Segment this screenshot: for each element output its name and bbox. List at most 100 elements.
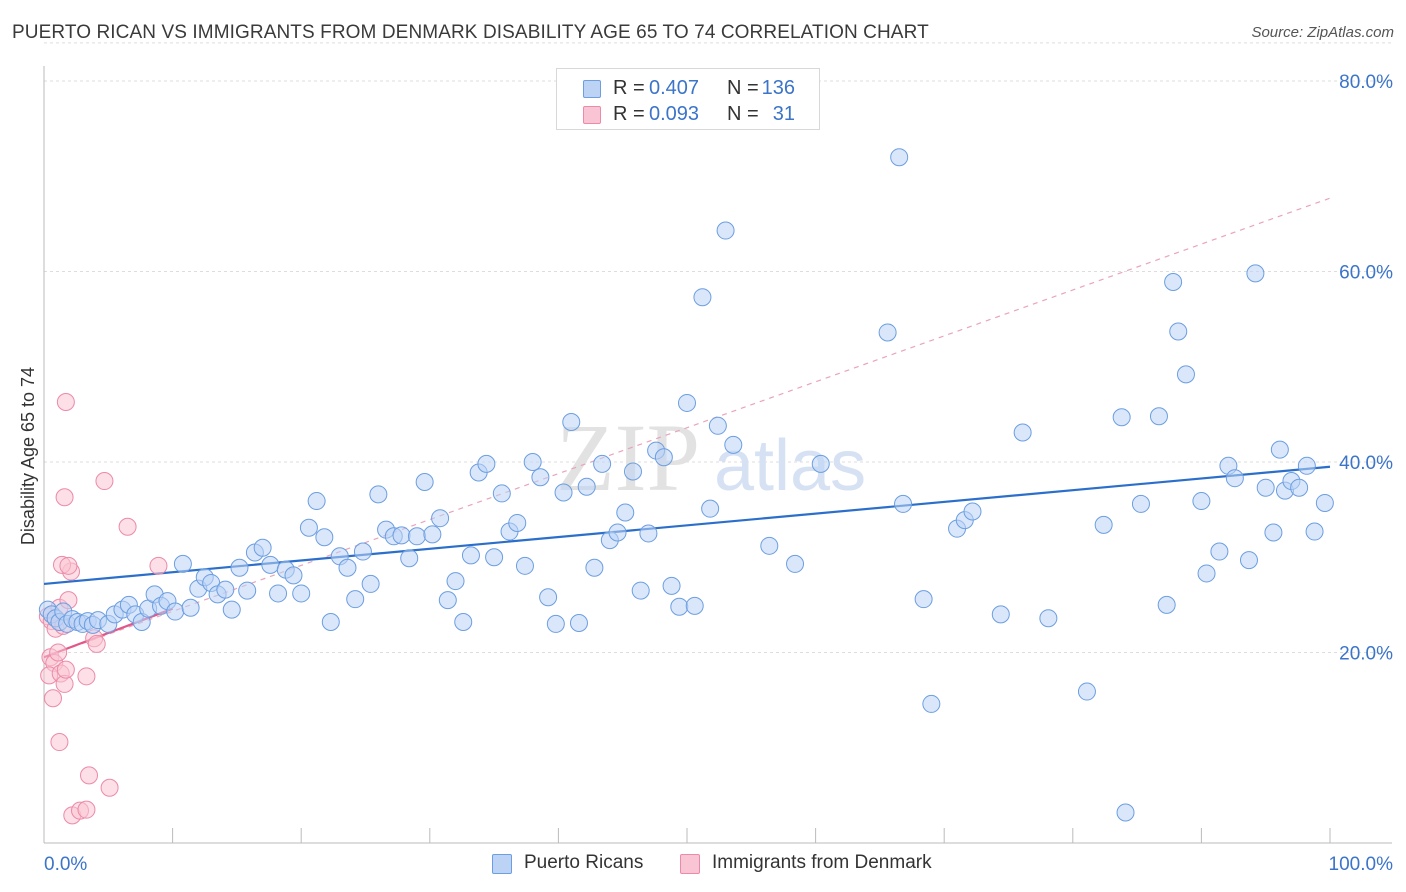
grid-layer — [44, 42, 1392, 653]
data-point-denmark — [149, 556, 168, 575]
data-point-puerto-rican — [608, 523, 627, 542]
data-point-puerto-rican — [284, 566, 303, 585]
data-point-puerto-rican — [585, 558, 604, 577]
axes-layer — [43, 66, 1392, 844]
legend-swatch-blue — [583, 80, 601, 98]
data-point-puerto-rican — [654, 448, 673, 467]
legend-swatch-pink — [583, 106, 601, 124]
data-point-puerto-rican — [685, 596, 704, 615]
data-point-puerto-rican — [1169, 322, 1188, 341]
data-point-puerto-rican — [523, 453, 542, 471]
data-point-denmark — [44, 689, 63, 708]
data-point-puerto-rican — [1264, 523, 1283, 542]
data-point-puerto-rican — [1131, 494, 1150, 513]
data-point-puerto-rican — [508, 513, 527, 532]
data-point-puerto-rican — [1270, 440, 1289, 459]
data-point-puerto-rican — [1112, 408, 1131, 427]
correlation-legend: R = 0.407 N = 136 R = 0.093 N = 31 — [556, 68, 820, 130]
data-point-denmark — [77, 667, 96, 686]
data-point-puerto-rican — [1077, 682, 1096, 701]
data-point-denmark — [49, 643, 68, 662]
data-point-puerto-rican — [492, 484, 511, 503]
legend-n-value: 31 — [772, 103, 795, 125]
data-point-puerto-rican — [662, 576, 681, 595]
data-point-puerto-rican — [1225, 469, 1244, 488]
data-point-puerto-rican — [593, 454, 612, 473]
data-point-denmark — [77, 800, 96, 819]
data-point-puerto-rican — [261, 555, 280, 574]
data-point-puerto-rican — [922, 694, 941, 713]
bottom-legend-label: Puerto Ricans — [524, 852, 644, 873]
data-point-puerto-rican — [166, 602, 185, 621]
data-point-puerto-rican — [1094, 515, 1113, 534]
data-point-puerto-rican — [269, 584, 288, 603]
y-tick-label: 40.0% — [1339, 453, 1393, 474]
data-point-puerto-rican — [1149, 407, 1168, 426]
legend-n-value: 136 — [761, 77, 795, 99]
data-point-puerto-rican — [546, 614, 565, 633]
data-point-puerto-rican — [991, 605, 1010, 624]
data-point-puerto-rican — [616, 503, 635, 522]
data-point-puerto-rican — [670, 597, 689, 616]
data-point-puerto-rican — [554, 483, 573, 502]
data-point-denmark — [56, 392, 75, 411]
data-point-puerto-rican — [1176, 365, 1195, 384]
data-point-puerto-rican — [1164, 272, 1183, 291]
data-point-puerto-rican — [454, 613, 473, 632]
legend-r-value: 0.093 — [649, 103, 700, 125]
data-point-denmark — [50, 733, 69, 752]
data-point-puerto-rican — [1013, 423, 1032, 442]
data-point-puerto-rican — [353, 542, 372, 561]
data-point-puerto-rican — [361, 574, 380, 593]
data-point-puerto-rican — [515, 556, 534, 575]
data-point-puerto-rican — [894, 494, 913, 513]
data-point-puerto-rican — [400, 549, 419, 568]
data-point-puerto-rican — [693, 288, 712, 307]
legend-r-label: R = — [613, 103, 645, 125]
y-tick-label: 80.0% — [1339, 72, 1393, 93]
trend-layer — [43, 197, 1331, 659]
legend-n-label: N = — [727, 103, 759, 125]
data-point-puerto-rican — [1305, 522, 1324, 541]
data-point-puerto-rican — [531, 468, 550, 487]
data-point-puerto-rican — [1239, 551, 1258, 570]
data-point-puerto-rican — [222, 600, 241, 619]
data-point-puerto-rican — [631, 581, 650, 600]
data-point-puerto-rican — [292, 584, 311, 603]
data-point-puerto-rican — [431, 509, 450, 528]
data-point-puerto-rican — [1192, 492, 1211, 511]
data-point-denmark — [55, 488, 74, 507]
x-tick-label: 0.0% — [44, 854, 87, 875]
data-point-denmark — [80, 766, 99, 785]
data-point-puerto-rican — [392, 526, 411, 545]
bottom-legend-label: Immigrants from Denmark — [712, 852, 932, 873]
data-point-puerto-rican — [238, 581, 257, 600]
data-point-puerto-rican — [299, 518, 318, 537]
points-layer — [38, 148, 1334, 825]
trend-line-denmark-dashed — [43, 197, 1331, 658]
data-point-puerto-rican — [423, 525, 442, 544]
legend-row-denmark: R = 0.093 N = 31 — [557, 101, 819, 127]
data-point-puerto-rican — [811, 454, 830, 473]
data-point-denmark — [95, 472, 114, 491]
legend-row-puerto-ricans: R = 0.407 N = 136 — [557, 75, 819, 101]
data-point-puerto-rican — [181, 598, 200, 617]
data-point-denmark — [118, 517, 137, 536]
data-point-puerto-rican — [253, 538, 272, 557]
data-point-puerto-rican — [878, 323, 897, 342]
data-point-puerto-rican — [1246, 264, 1265, 283]
chart-title: PUERTO RICAN VS IMMIGRANTS FROM DENMARK … — [12, 22, 929, 43]
data-point-puerto-rican — [708, 416, 727, 435]
legend-r-value: 0.407 — [649, 77, 700, 99]
data-point-puerto-rican — [1210, 542, 1229, 561]
data-point-puerto-rican — [315, 528, 334, 547]
bottom-legend-swatch-blue — [492, 854, 512, 874]
data-point-puerto-rican — [173, 554, 192, 573]
data-point-puerto-rican — [1290, 478, 1309, 497]
data-point-puerto-rican — [1256, 478, 1275, 497]
data-point-puerto-rican — [461, 546, 480, 565]
data-point-puerto-rican — [1297, 456, 1316, 475]
data-point-puerto-rican — [1039, 609, 1058, 628]
data-point-puerto-rican — [623, 462, 642, 481]
